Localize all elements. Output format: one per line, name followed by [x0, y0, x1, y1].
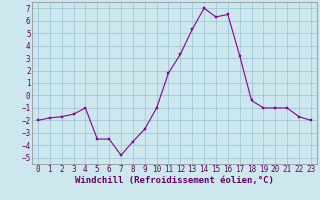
X-axis label: Windchill (Refroidissement éolien,°C): Windchill (Refroidissement éolien,°C) [75, 176, 274, 185]
